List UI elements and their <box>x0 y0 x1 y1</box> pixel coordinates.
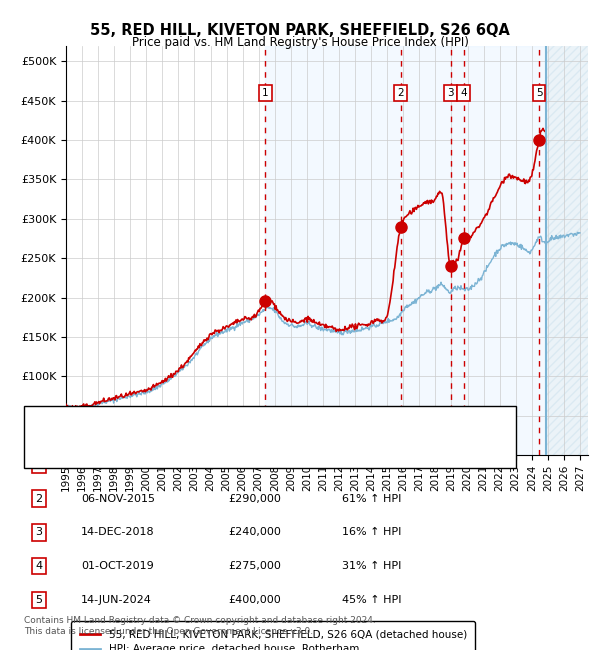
Text: Contains HM Land Registry data © Crown copyright and database right 2024.
This d: Contains HM Land Registry data © Crown c… <box>24 616 376 636</box>
Text: 4: 4 <box>460 88 467 97</box>
Text: 55, RED HILL, KIVETON PARK, SHEFFIELD, S26 6QA (detached house): 55, RED HILL, KIVETON PARK, SHEFFIELD, S… <box>81 422 439 433</box>
Text: 3% ↑ HPI: 3% ↑ HPI <box>342 460 394 470</box>
Text: HPI: Average price, detached house, Rotherham: HPI: Average price, detached house, Roth… <box>81 443 331 454</box>
Text: Price paid vs. HM Land Registry's House Price Index (HPI): Price paid vs. HM Land Registry's House … <box>131 36 469 49</box>
Text: £290,000: £290,000 <box>228 493 281 504</box>
Text: 16% ↑ HPI: 16% ↑ HPI <box>342 527 401 538</box>
Text: 45% ↑ HPI: 45% ↑ HPI <box>342 595 401 605</box>
Text: 3: 3 <box>35 527 43 538</box>
Text: ——: —— <box>51 442 76 455</box>
Text: 5: 5 <box>35 595 43 605</box>
Text: £400,000: £400,000 <box>228 595 281 605</box>
Text: 2: 2 <box>398 88 404 97</box>
Text: ——: —— <box>51 421 76 434</box>
Text: 61% ↑ HPI: 61% ↑ HPI <box>342 493 401 504</box>
Text: 2: 2 <box>35 493 43 504</box>
Text: £195,000: £195,000 <box>228 460 281 470</box>
Text: 3: 3 <box>448 88 454 97</box>
Text: 14-DEC-2018: 14-DEC-2018 <box>81 527 155 538</box>
Legend: 55, RED HILL, KIVETON PARK, SHEFFIELD, S26 6QA (detached house), HPI: Average pr: 55, RED HILL, KIVETON PARK, SHEFFIELD, S… <box>71 621 475 650</box>
Text: 01-JUN-2007: 01-JUN-2007 <box>81 460 152 470</box>
Bar <box>265 46 546 455</box>
Text: 55, RED HILL, KIVETON PARK, SHEFFIELD, S26 6QA: 55, RED HILL, KIVETON PARK, SHEFFIELD, S… <box>90 23 510 38</box>
Bar <box>546 46 588 455</box>
Text: 06-NOV-2015: 06-NOV-2015 <box>81 493 155 504</box>
Text: £240,000: £240,000 <box>228 527 281 538</box>
Text: 1: 1 <box>262 88 269 97</box>
Bar <box>546 46 588 455</box>
Text: 4: 4 <box>35 561 43 571</box>
Text: 31% ↑ HPI: 31% ↑ HPI <box>342 561 401 571</box>
Text: 1: 1 <box>35 460 43 470</box>
Text: £275,000: £275,000 <box>228 561 281 571</box>
Text: 14-JUN-2024: 14-JUN-2024 <box>81 595 152 605</box>
Text: 5: 5 <box>536 88 542 97</box>
Text: 01-OCT-2019: 01-OCT-2019 <box>81 561 154 571</box>
